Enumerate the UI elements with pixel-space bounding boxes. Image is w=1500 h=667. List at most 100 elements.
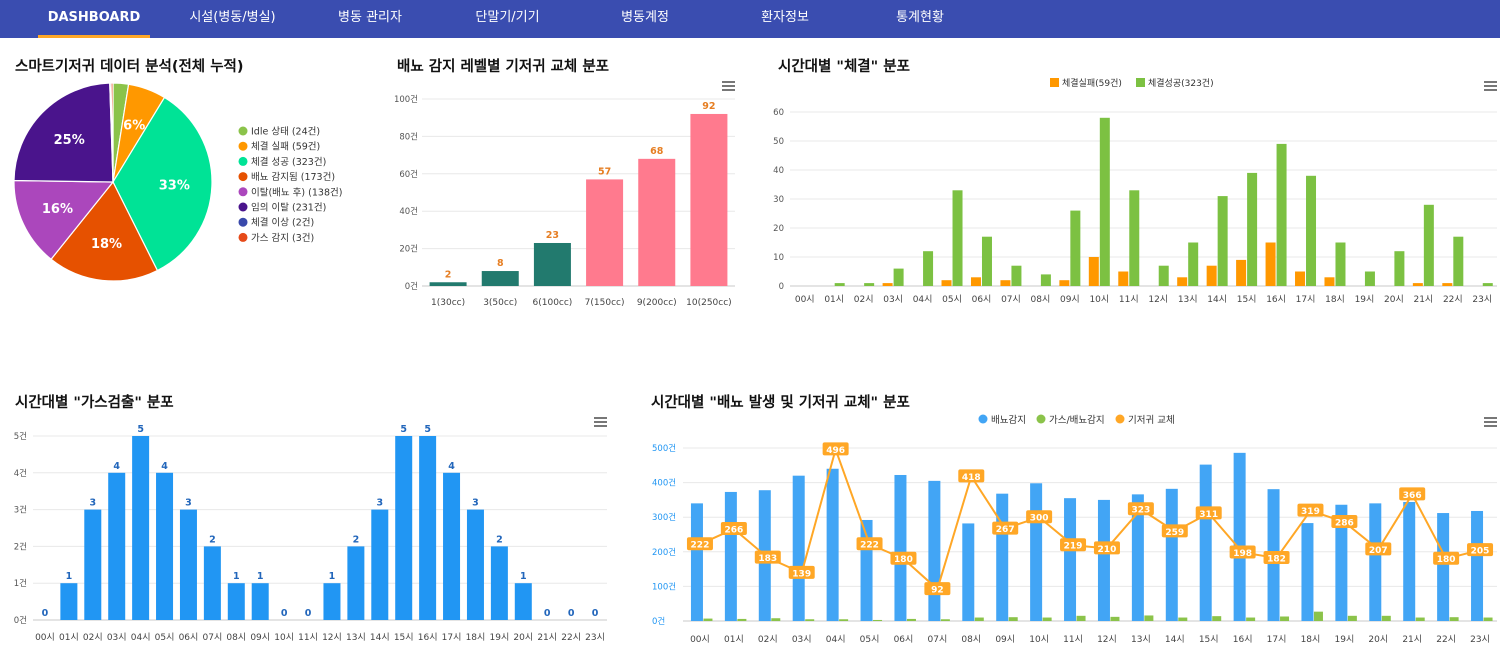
- bar: [1206, 265, 1217, 286]
- data-label: 3: [376, 498, 383, 509]
- data-label-box: [992, 521, 1019, 535]
- bar: [805, 619, 815, 621]
- x-tick-label: 01시: [824, 294, 844, 305]
- bar: [203, 546, 221, 620]
- tab-ward-account[interactable]: 병동계정: [621, 10, 669, 25]
- data-label-box: [1263, 551, 1290, 565]
- legend-marker: [238, 156, 248, 166]
- gas-menu-icon[interactable]: [594, 417, 607, 428]
- pee-level-chart-title: 배뇨 감지 레벨별 기저귀 교체 분포: [397, 59, 609, 75]
- x-tick-label: 23시: [1470, 634, 1490, 645]
- data-label: 0: [42, 608, 49, 619]
- x-tick-label: 09시: [250, 632, 270, 643]
- data-label-box: [1161, 524, 1188, 538]
- data-label: 182: [1267, 555, 1286, 565]
- x-tick-label: 08시: [1031, 294, 1051, 305]
- x-tick-label: 14시: [1207, 294, 1227, 305]
- data-label: 68: [650, 146, 664, 157]
- x-tick-label: 14시: [370, 632, 390, 643]
- data-label: 92: [702, 101, 715, 112]
- data-label: 496: [826, 446, 845, 456]
- data-label: 23: [546, 230, 559, 241]
- data-label: 1: [66, 571, 73, 582]
- x-tick-label: 07시: [1001, 294, 1021, 305]
- data-label-box: [958, 469, 985, 483]
- data-label: 5: [400, 424, 407, 435]
- legend-marker: [238, 232, 248, 242]
- bar: [1280, 616, 1290, 621]
- y-tick-label: 10: [773, 253, 784, 263]
- bar: [1144, 615, 1154, 621]
- bar: [826, 468, 839, 621]
- bar: [466, 509, 484, 620]
- x-tick-label: 08시: [226, 632, 246, 643]
- bar: [1165, 488, 1178, 621]
- bar: [792, 475, 805, 621]
- pee-level-menu-icon[interactable]: [722, 81, 735, 92]
- bar: [703, 618, 713, 621]
- data-label: 92: [931, 586, 944, 596]
- tab-device[interactable]: 단말기/기기: [475, 10, 540, 25]
- tab-patient-info[interactable]: 환자정보: [761, 10, 809, 25]
- pie-percent-label: 16%: [42, 202, 73, 217]
- x-tick-label: 17시: [442, 632, 462, 643]
- tab-dashboard[interactable]: DASHBOARD: [38, 0, 150, 38]
- bar: [873, 619, 883, 621]
- data-label: 183: [758, 554, 777, 564]
- bar: [1008, 617, 1018, 621]
- legend-entry: Idle 상태 (24건): [251, 127, 320, 138]
- tab-statistics[interactable]: 통계현황: [896, 10, 944, 25]
- data-label: 180: [894, 555, 913, 565]
- tab-ward-manager[interactable]: 병동 관리자: [338, 10, 402, 25]
- x-tick-label: 06시: [179, 632, 199, 643]
- legend-entry: 체결 성공 (323건): [251, 157, 326, 168]
- data-label-box: [1433, 551, 1460, 565]
- bar: [1118, 271, 1129, 286]
- data-label-box: [822, 442, 849, 456]
- bar: [1064, 498, 1077, 621]
- x-tick-label: 05시: [155, 632, 175, 643]
- x-tick-label: 13시: [1131, 634, 1151, 645]
- legend-marker: [238, 141, 248, 151]
- x-tick-label: 04시: [131, 632, 151, 643]
- data-label: 180: [1437, 555, 1456, 565]
- data-label: 3: [472, 498, 479, 509]
- y-tick-label: 1건: [14, 578, 27, 589]
- bar: [514, 583, 532, 620]
- pee-change-menu-icon[interactable]: [1484, 417, 1497, 428]
- data-label: 319: [1301, 507, 1320, 517]
- y-tick-label: 0건: [652, 616, 665, 627]
- tab-facility[interactable]: 시설(병동/병실): [189, 10, 276, 25]
- x-tick-label: 03시: [883, 294, 903, 305]
- top-nav-bar: DASHBOARD 시설(병동/병실) 병동 관리자 단말기/기기 병동계정 환…: [0, 0, 1500, 38]
- data-label-box: [1060, 538, 1087, 552]
- bar: [1131, 494, 1144, 621]
- x-tick-label: 04시: [826, 634, 846, 645]
- data-label: 0: [544, 608, 551, 619]
- data-label: 300: [1030, 514, 1049, 524]
- bar: [1000, 280, 1011, 286]
- data-label-box: [1093, 541, 1120, 555]
- bar: [834, 283, 845, 286]
- bar: [952, 190, 963, 286]
- x-tick-label: 19시: [1355, 294, 1375, 305]
- pie-slice: [13, 179, 115, 261]
- data-label-box: [856, 537, 883, 551]
- legend-marker: [238, 187, 248, 197]
- fasten-menu-icon[interactable]: [1484, 81, 1497, 92]
- bar: [1313, 611, 1323, 621]
- bar: [690, 503, 703, 621]
- bar: [60, 583, 78, 620]
- bar: [347, 546, 365, 620]
- x-tick-label: 20시: [1384, 294, 1404, 305]
- data-label: 1: [329, 571, 336, 582]
- pie-percent-label: 25%: [54, 133, 85, 148]
- legend-entry: 기저귀 교체: [1128, 415, 1175, 426]
- bar: [724, 491, 737, 621]
- legend-marker: [238, 172, 248, 182]
- bar: [1449, 617, 1459, 621]
- bar: [1347, 615, 1357, 621]
- bar: [1265, 242, 1276, 286]
